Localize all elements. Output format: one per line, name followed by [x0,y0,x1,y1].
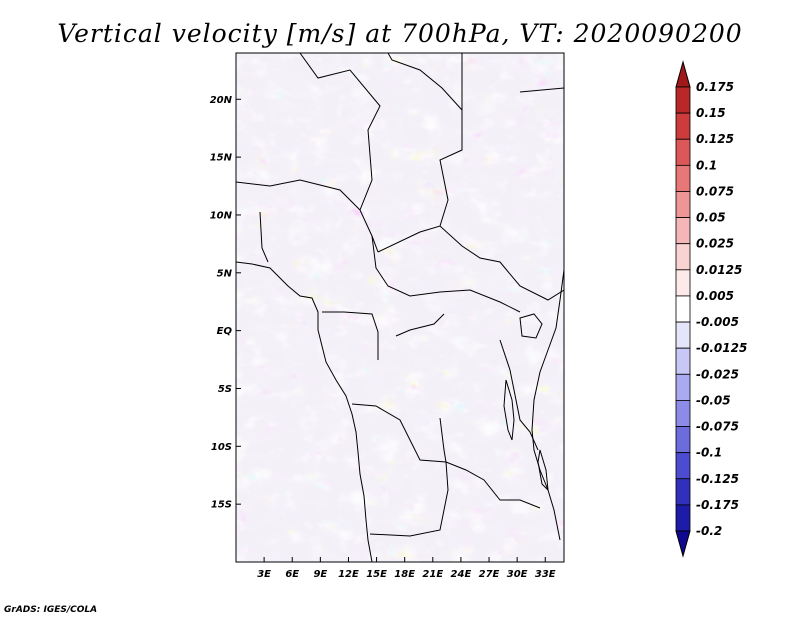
colorbar-level-label: 0.1 [696,158,717,172]
lat-tick-label: 15S [211,500,232,511]
lon-tick-label: 30E [507,569,528,580]
colorbar-level-label: 0.005 [696,289,734,303]
border-line [377,225,564,301]
colorbar: 0.175 0.15 0.125 0.1 0.075 0.05 0.025 0.0125 0.0… [675,60,747,558]
lon-tick-label: 33E [535,569,556,580]
lat-tick-label: EQ [217,326,233,337]
colorbar-segment [675,400,691,427]
colorbar-segment [675,321,691,349]
border-line [299,53,381,253]
colorbar-segment [675,373,691,401]
lon-tick-label: 6E [285,569,299,580]
colorbar-max-arrow [675,60,691,88]
lon-tick-label: 12E [338,569,359,580]
colorbar-level-label: -0.2 [696,524,722,538]
colorbar-level-label: 0.025 [696,237,734,251]
map-frame [235,52,565,563]
lat-tick-label: 5S [218,384,232,395]
border-line [395,313,445,337]
colorbar-segment [675,347,691,375]
lat-tick-label: 10S [211,442,232,453]
latitude-axis: 20N 15N 10N 5N EQ 5S 10S 15S [210,95,241,511]
colorbar-level-label: -0.025 [696,367,739,381]
colorbar-segment [675,269,691,297]
lon-tick-label: 18E [394,569,415,580]
colorbar-level-label: -0.005 [696,315,739,329]
lake-outline [519,313,543,339]
grads-credit: GrADS: IGES/COLA [4,605,97,615]
colorbar-segment [675,112,691,140]
lake-outline [503,379,515,441]
border-line [519,87,564,93]
colorbar-level-label: -0.075 [696,420,739,434]
colorbar-segment [675,86,691,114]
border-line [322,311,379,360]
lon-tick-label: 9E [313,569,327,580]
lake-outline [537,449,549,492]
colorbar-min-arrow [675,530,691,558]
colorbar-segment [675,504,691,532]
colorbar-level-label: -0.0125 [696,341,747,355]
colorbar-segment [675,191,691,218]
colorbar-level-label: -0.175 [696,498,739,512]
lon-tick-label: 27E [479,569,500,580]
border-line [499,339,539,451]
border-line [387,53,463,111]
colorbar-segment [675,243,691,271]
west-africa-coastline [236,261,373,562]
border-line [371,235,521,313]
colorbar-level-label: -0.1 [696,446,722,460]
east-africa-coastline [531,269,564,541]
colorbar-level-label: 0.15 [696,106,726,120]
lat-tick-label: 10N [210,210,233,221]
colorbar-level-label: -0.125 [696,472,739,486]
lat-tick-label: 20N [210,95,233,106]
ascending-motion-shading [236,53,564,562]
border-line [369,417,449,537]
border-line [259,211,269,263]
colorbar-segment [675,164,691,192]
colorbar-level-label: -0.05 [696,393,731,407]
lon-tick-label: 21E [422,569,443,580]
colorbar-level-label: 0.175 [696,80,734,94]
colorbar-segment [675,217,691,245]
lat-tick-label: 5N [217,268,233,279]
colorbar-segment [675,295,691,323]
colorbar-segment [675,426,691,454]
lat-tick-label: 15N [210,153,233,164]
lon-tick-label: 3E [257,569,271,580]
lon-tick-label: 15E [366,569,387,580]
colorbar-level-label: 0.125 [696,132,734,146]
colorbar-segment [675,452,691,480]
colorbar-level-label: 0.0125 [696,263,742,277]
longitude-axis: 3E 6E 9E 12E 15E 18E 21E 24E 27E 30E 33E [257,557,556,580]
colorbar-segment [675,478,691,506]
figure-title: Vertical velocity [m/s] at 700hPa, VT: 2… [57,19,742,48]
colorbar-level-label: 0.05 [696,211,726,225]
coastline-and-borders [236,53,564,562]
map-panel [236,53,564,562]
lon-tick-label: 24E [451,569,472,580]
colorbar-segment [675,138,691,166]
colorbar-level-label: 0.075 [696,184,734,198]
border-line [439,53,463,227]
border-line [236,179,361,211]
